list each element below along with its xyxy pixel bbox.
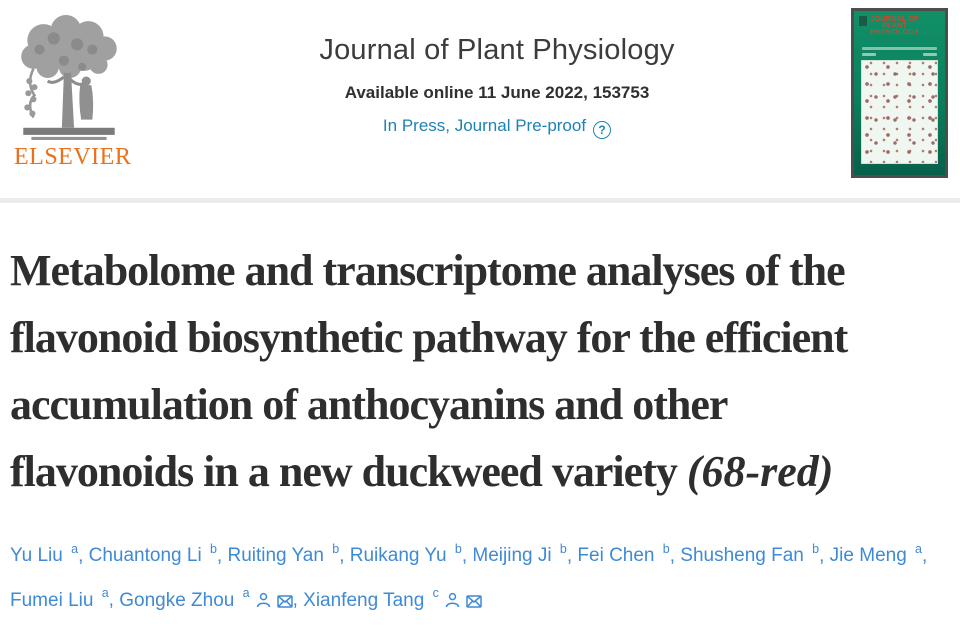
author-link[interactable]: Fei Chen b	[577, 542, 670, 567]
author-link[interactable]: Shusheng Fan b	[680, 542, 820, 567]
cover-journal-title: JOURNAL OF PLANT PHYSIOLOGY	[870, 15, 920, 37]
author-list: Yu Liu a, Chuantong Li b, Ruiting Yan b,…	[10, 542, 928, 611]
journal-info: Journal of Plant Physiology Available on…	[158, 8, 836, 139]
elsevier-logo-link[interactable]: ELSEVIER	[6, 14, 131, 171]
journal-cover-thumbnail[interactable]: JOURNAL OF PLANT PHYSIOLOGY	[851, 8, 948, 178]
journal-title-link[interactable]: Journal of Plant Physiology	[319, 34, 675, 66]
title-line: accumulation of anthocyanins and other	[10, 380, 728, 429]
help-question-icon[interactable]: ?	[593, 121, 612, 139]
title-line: flavonoid biosynthetic pathway for the e…	[10, 313, 848, 362]
person-icon[interactable]	[445, 592, 460, 608]
in-press-status-link[interactable]: In Press, Journal Pre-proof	[382, 116, 587, 135]
author-link[interactable]: Gongke Zhou a	[119, 586, 293, 611]
status-row: In Press, Journal Pre-proof?	[158, 116, 836, 139]
publisher-logo: ELSEVIER	[6, 8, 158, 171]
publisher-wordmark: ELSEVIER	[14, 144, 132, 170]
cover-subtitle-bar	[862, 47, 937, 50]
title-line: Metabolome and transcriptome analyses of…	[10, 246, 846, 295]
cover-chip-row	[862, 53, 937, 56]
person-icon[interactable]	[256, 592, 271, 608]
cover-column: JOURNAL OF PLANT PHYSIOLOGY	[836, 8, 948, 178]
cover-microscopy-image	[861, 60, 938, 164]
title-line: flavonoids in a new duckweed variety (68…	[10, 447, 834, 496]
availability-text: Available online 11 June 2022, 153753	[344, 83, 650, 102]
elsevier-tree-icon	[21, 15, 117, 140]
section-divider	[0, 198, 960, 203]
author-link[interactable]: Jie Meng a	[829, 542, 922, 567]
page-header: ELSEVIER Journal of Plant Physiology Ava…	[0, 0, 960, 198]
author-link[interactable]: Fumei Liu a	[10, 586, 109, 611]
author-link[interactable]: Ruikang Yu b	[349, 542, 462, 567]
author-link[interactable]: Ruiting Yan b	[227, 542, 340, 567]
cover-header: JOURNAL OF PLANT PHYSIOLOGY	[859, 16, 940, 43]
envelope-icon[interactable]	[276, 594, 293, 608]
author-link[interactable]: Meijing Ji b	[472, 542, 567, 567]
cover-logo-icon	[859, 16, 867, 26]
author-link[interactable]: Xianfeng Tang c	[303, 586, 482, 611]
article-title: Metabolome and transcriptome analyses of…	[0, 203, 960, 505]
author-link[interactable]: Chuantong Li b	[88, 542, 217, 567]
envelope-icon[interactable]	[466, 594, 482, 608]
author-link[interactable]: Yu Liu a	[10, 542, 79, 567]
